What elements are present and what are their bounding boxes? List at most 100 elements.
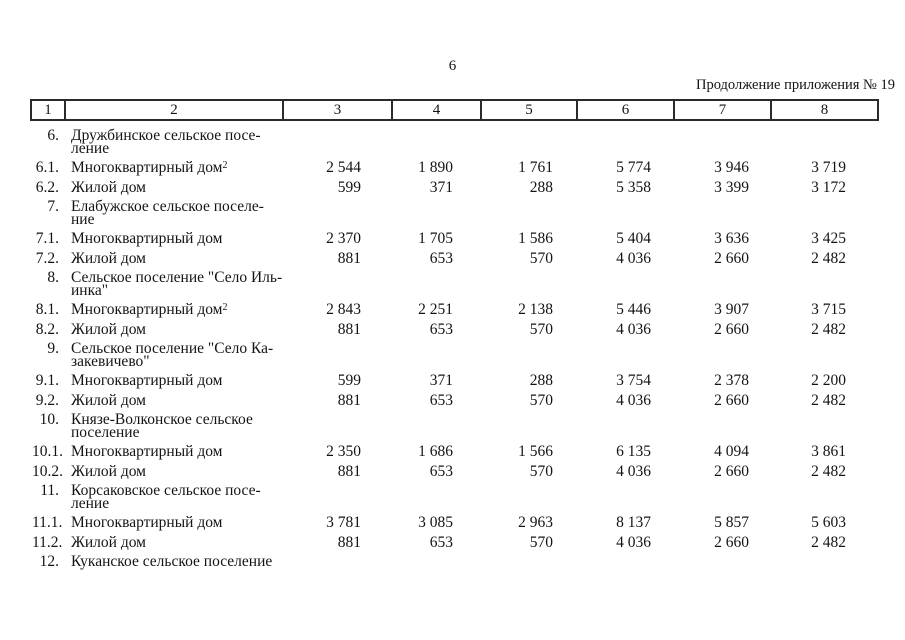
row-label: Многоквартирный дом xyxy=(71,372,223,389)
row-num: 11. xyxy=(40,482,59,499)
row-value xyxy=(771,340,878,372)
ruler-cell: 2 xyxy=(64,99,284,121)
row-value: 881 xyxy=(337,391,361,409)
row-value: 5 404 xyxy=(616,230,651,247)
row-label: Жилой дом xyxy=(71,533,146,551)
row-value: 1 705 xyxy=(418,230,453,247)
row-value: 5 446 xyxy=(616,301,651,318)
row-num: 8.1. xyxy=(35,301,59,318)
row-label: Жилой дом xyxy=(71,249,146,267)
row-value: 288 xyxy=(529,372,553,389)
row-value: 3 085 xyxy=(418,514,453,531)
table-row: 11.1. Многоквартирный дом 3 781 3 085 2 … xyxy=(31,514,878,534)
row-value: 2 843 xyxy=(326,301,361,318)
ruler-cell: 6 xyxy=(576,99,675,121)
row-value: 2 378 xyxy=(714,372,749,389)
row-value: 8 137 xyxy=(616,514,651,531)
row-value xyxy=(392,340,481,372)
row-value: 5 603 xyxy=(811,514,846,531)
row-value xyxy=(771,269,878,301)
row-value xyxy=(481,482,577,514)
row-value xyxy=(283,269,392,301)
row-value: 2 200 xyxy=(811,372,846,389)
table-row: 6.2. Жилой дом 599 371 288 5 358 3 399 3… xyxy=(31,179,878,199)
row-value xyxy=(674,411,771,443)
row-value xyxy=(771,482,878,514)
table-column-ruler-row: 1 2 3 4 5 6 7 8 xyxy=(30,99,879,121)
footnote-marker: 2 xyxy=(222,160,228,171)
row-value: 653 xyxy=(429,249,453,267)
row-num: 7. xyxy=(47,198,59,215)
row-value: 2 138 xyxy=(518,301,553,318)
row-label: Князе-Волконское сельское поселение xyxy=(71,411,253,441)
row-value: 3 946 xyxy=(714,159,749,176)
row-value: 4 036 xyxy=(616,320,651,338)
appendix-table: 1 2 3 4 5 6 7 8 6. Дружбинское сельское … xyxy=(30,99,879,573)
row-num: 8.2. xyxy=(35,320,59,338)
row-label: Многоквартирный дом xyxy=(71,230,223,247)
row-value: 3 781 xyxy=(326,514,361,531)
row-value: 2 660 xyxy=(714,391,749,409)
row-value: 3 715 xyxy=(811,301,846,318)
row-label: Многоквартирный дом xyxy=(71,514,223,531)
row-value xyxy=(771,120,878,159)
row-value xyxy=(283,120,392,159)
row-num: 10. xyxy=(39,411,59,428)
row-num: 9. xyxy=(47,340,59,357)
row-value xyxy=(771,198,878,230)
table-row: 10.1. Многоквартирный дом 2 350 1 686 1 … xyxy=(31,443,878,463)
row-label: Многоквартирный дом2 xyxy=(71,159,228,176)
page-number: 6 xyxy=(448,58,457,74)
table-row: 8.2. Жилой дом 881 653 570 4 036 2 660 2… xyxy=(31,321,878,341)
row-value: 2 370 xyxy=(326,230,361,247)
row-value: 5 358 xyxy=(616,178,651,196)
row-value xyxy=(283,411,392,443)
row-value xyxy=(481,553,577,573)
ruler-cell: 5 xyxy=(480,99,578,121)
row-value xyxy=(674,553,771,573)
row-value xyxy=(577,340,674,372)
row-value: 3 719 xyxy=(811,159,846,176)
row-value: 3 861 xyxy=(811,443,846,460)
table-row: 11.2. Жилой дом 881 653 570 4 036 2 660 … xyxy=(31,534,878,554)
row-label: Куканское сельское поселение xyxy=(71,553,273,570)
row-value xyxy=(577,411,674,443)
row-value xyxy=(577,482,674,514)
row-value: 4 036 xyxy=(616,391,651,409)
row-value: 653 xyxy=(429,462,453,480)
ruler-cell: 7 xyxy=(673,99,772,121)
row-value xyxy=(392,553,481,573)
row-value: 2 350 xyxy=(326,443,361,460)
row-value xyxy=(283,553,392,573)
row-value: 881 xyxy=(337,320,361,338)
row-num: 6.1. xyxy=(35,159,59,176)
row-label: Многоквартирный дом xyxy=(71,443,223,460)
row-value: 570 xyxy=(529,320,553,338)
row-value xyxy=(577,120,674,159)
row-value: 1 890 xyxy=(418,159,453,176)
table-row: 10.2. Жилой дом 881 653 570 4 036 2 660 … xyxy=(31,463,878,483)
row-value: 371 xyxy=(429,178,453,196)
row-value: 4 036 xyxy=(616,462,651,480)
row-value xyxy=(481,411,577,443)
ruler-cell: 8 xyxy=(770,99,879,121)
row-value xyxy=(674,120,771,159)
row-value: 1 566 xyxy=(518,443,553,460)
table-row: 8.1. Многоквартирный дом2 2 843 2 251 2 … xyxy=(31,301,878,321)
row-value: 3 399 xyxy=(714,178,749,196)
row-value xyxy=(674,269,771,301)
row-value: 4 094 xyxy=(714,443,749,460)
row-num: 9.2. xyxy=(35,391,59,409)
row-label: Корсаковское сельское посе- ление xyxy=(71,482,261,512)
row-value xyxy=(674,482,771,514)
table-row: 7.1. Многоквартирный дом 2 370 1 705 1 5… xyxy=(31,230,878,250)
row-value: 2 963 xyxy=(518,514,553,531)
row-value: 4 036 xyxy=(616,533,651,551)
row-value: 881 xyxy=(337,249,361,267)
row-value: 2 660 xyxy=(714,462,749,480)
row-value: 599 xyxy=(337,372,361,389)
table-row: 8. Сельское поселение "Село Иль- инка" xyxy=(31,269,878,301)
row-value xyxy=(283,198,392,230)
row-value: 1 761 xyxy=(518,159,553,176)
table-row: 11. Корсаковское сельское посе- ление xyxy=(31,482,878,514)
